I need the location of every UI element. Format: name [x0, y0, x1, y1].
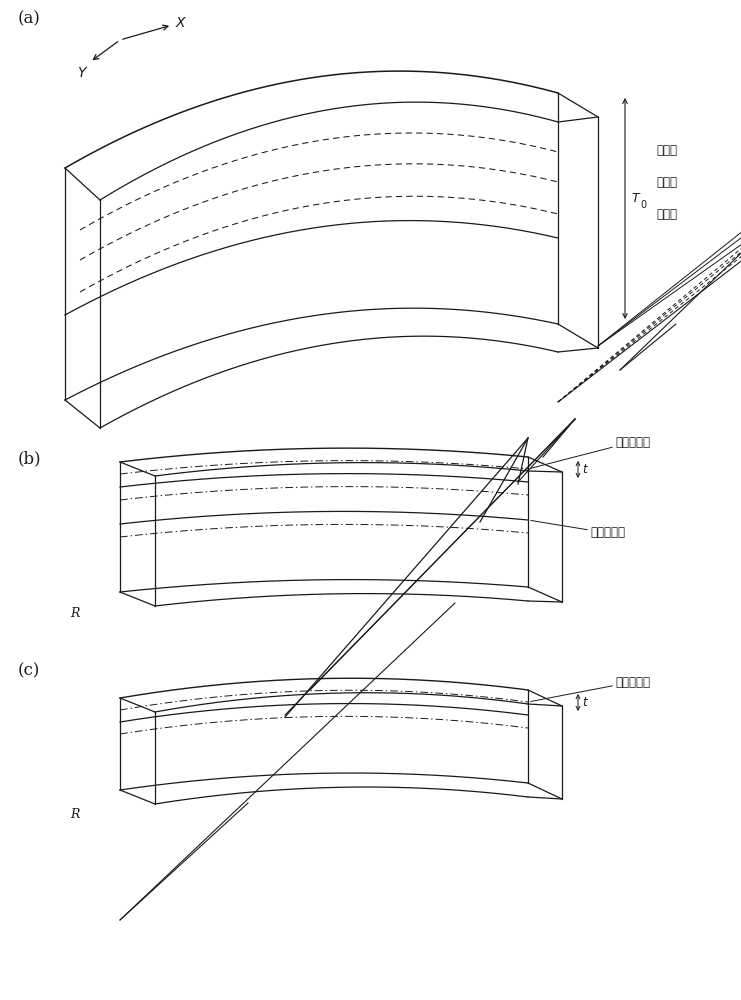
Text: 硬化层: 硬化层 — [656, 209, 677, 222]
Text: 第一条: 第一条 — [656, 143, 677, 156]
Text: (a): (a) — [18, 10, 41, 27]
Text: T: T — [631, 192, 639, 205]
Text: t: t — [582, 463, 587, 476]
Text: 第二条: 第二条 — [656, 176, 677, 188]
Text: 0: 0 — [640, 200, 646, 210]
Text: (b): (b) — [18, 450, 41, 467]
Text: 半径测量线: 半径测量线 — [531, 676, 650, 701]
Text: Y: Y — [78, 66, 86, 80]
Text: X: X — [176, 16, 185, 30]
Text: 线切割位置: 线切割位置 — [531, 520, 625, 540]
Text: 半径测量线: 半径测量线 — [531, 436, 650, 468]
Text: t: t — [582, 696, 587, 709]
Text: R: R — [70, 607, 80, 620]
Text: R: R — [70, 808, 80, 821]
Text: (c): (c) — [18, 662, 40, 679]
